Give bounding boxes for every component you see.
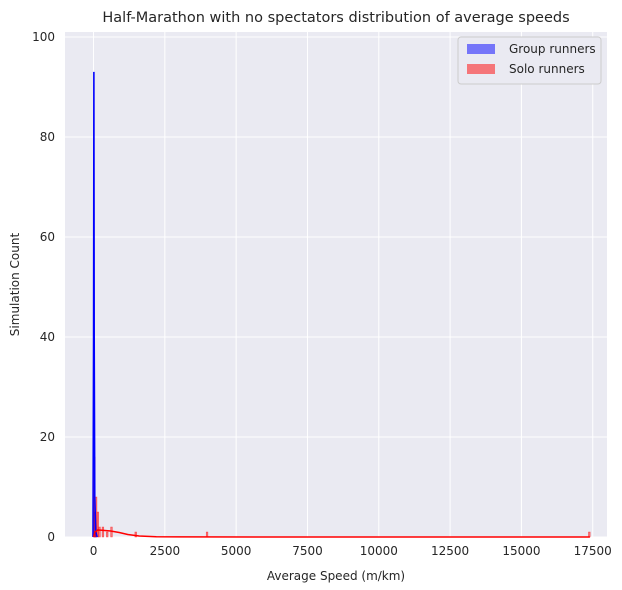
kde-curves: [92, 71, 590, 538]
legend-swatch-group-runners: [467, 44, 495, 54]
chart-title: Half-Marathon with no spectators distrib…: [102, 10, 569, 26]
x-tick-label: 7500: [292, 544, 323, 558]
histogram-bar: [101, 526, 105, 538]
x-tick-label: 0: [90, 544, 98, 558]
legend-label-group-runners: Group runners: [509, 42, 596, 56]
x-tick-label: 10000: [360, 544, 398, 558]
histogram-bar: [134, 531, 137, 538]
x-axis-label: Average Speed (m/km): [267, 569, 405, 583]
legend-swatch-solo-runners: [467, 64, 495, 74]
histogram-bar: [96, 511, 99, 538]
kde-line: [92, 529, 590, 538]
x-tick-label: 2500: [150, 544, 181, 558]
x-tick-label: 12500: [431, 544, 469, 558]
plot-background: [65, 32, 607, 537]
y-tick-label: 80: [40, 130, 55, 144]
histogram-bar: [98, 526, 101, 538]
y-axis-label: Simulation Count: [8, 233, 22, 337]
legend-label-solo-runners: Solo runners: [509, 62, 585, 76]
y-tick-label: 40: [40, 330, 55, 344]
y-tick-label: 20: [40, 430, 55, 444]
y-tick-label: 60: [40, 230, 55, 244]
legend: Group runners Solo runners: [457, 36, 602, 85]
y-tick-label: 100: [32, 30, 55, 44]
x-tick-label: 5000: [221, 544, 252, 558]
histogram-bar: [106, 531, 109, 538]
x-tick-label: 15000: [502, 544, 540, 558]
x-tick-label: 17500: [574, 544, 612, 558]
y-tick-label: 0: [47, 530, 55, 544]
tick-labels: 0 2500 5000 7500 10000 12500 15000 17500 0 20 40 60…: [32, 30, 612, 558]
